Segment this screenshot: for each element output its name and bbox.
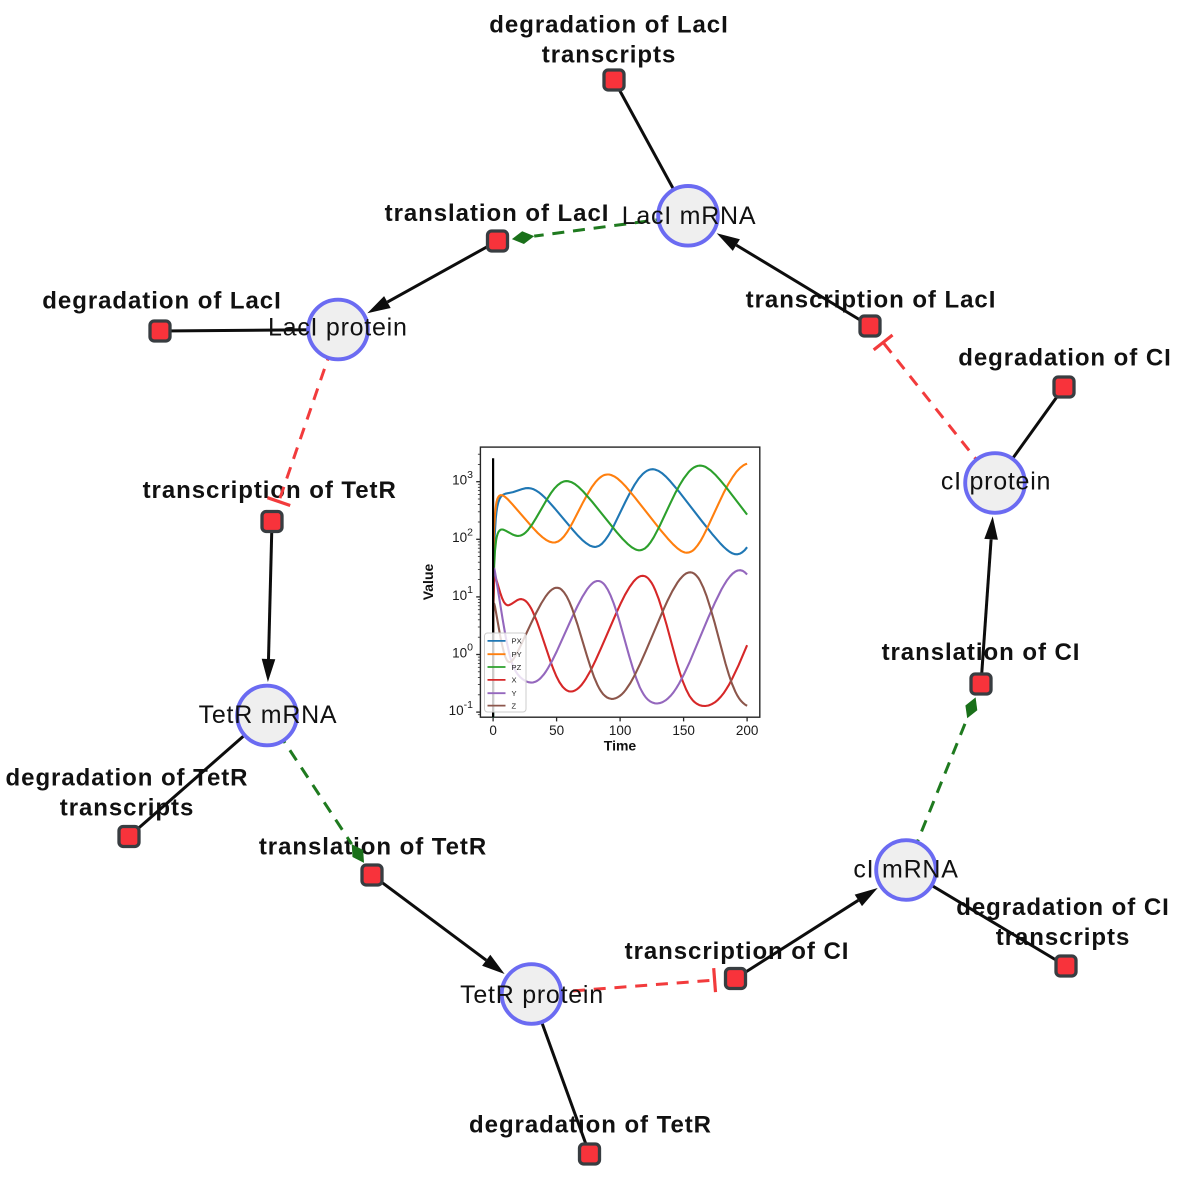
svg-text:degradation of TetR: degradation of TetR [6,764,249,791]
svg-text:150: 150 [672,723,695,738]
svg-text:PY: PY [512,650,522,659]
svg-text:cI protein: cI protein [941,467,1051,495]
svg-text:degradation of LacI: degradation of LacI [489,12,728,39]
svg-text:TetR mRNA: TetR mRNA [199,701,338,729]
svg-text:Y: Y [512,689,517,698]
svg-text:100: 100 [609,723,632,738]
svg-text:TetR protein: TetR protein [460,981,604,1009]
svg-text:translation of TetR: translation of TetR [259,834,487,861]
svg-text:degradation of CI: degradation of CI [956,894,1169,921]
svg-text:Z: Z [512,701,517,710]
svg-text:200: 200 [736,723,759,738]
svg-text:PZ: PZ [512,663,522,672]
svg-text:PX: PX [512,637,522,646]
svg-text:X: X [512,676,517,685]
svg-text:cI mRNA: cI mRNA [853,856,958,884]
svg-text:translation of LacI: translation of LacI [385,200,610,227]
svg-text:Time: Time [604,738,637,754]
svg-text:Value: Value [420,564,436,601]
svg-text:transcripts: transcripts [542,42,677,69]
svg-text:LacI mRNA: LacI mRNA [622,202,757,230]
svg-text:degradation of TetR: degradation of TetR [469,1111,712,1138]
svg-text:transcription of CI: transcription of CI [625,938,850,965]
svg-text:0: 0 [489,723,497,738]
svg-text:50: 50 [549,723,564,738]
svg-text:LacI protein: LacI protein [268,313,408,341]
svg-text:translation of CI: translation of CI [882,639,1081,666]
svg-text:transcription of LacI: transcription of LacI [746,286,997,313]
svg-text:degradation of LacI: degradation of LacI [42,288,281,315]
svg-text:degradation of CI: degradation of CI [958,345,1171,372]
